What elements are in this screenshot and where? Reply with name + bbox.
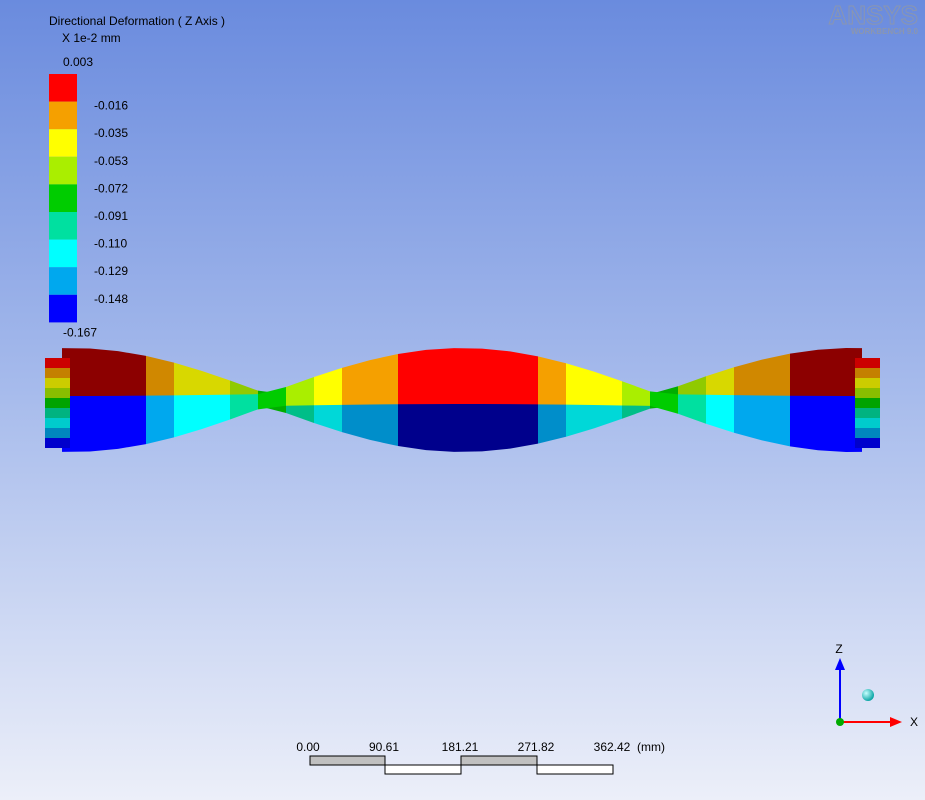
band-segment — [790, 395, 818, 451]
legend-swatch — [49, 184, 77, 212]
legend-swatch — [49, 267, 77, 295]
band-segment — [482, 348, 510, 405]
scale-bar — [309, 755, 614, 775]
band-segment — [174, 395, 202, 438]
band-segment — [818, 395, 846, 452]
band-end — [855, 398, 880, 408]
band-segment — [818, 348, 846, 405]
legend-label: -0.072 — [94, 181, 128, 195]
band-segment — [762, 353, 790, 405]
legend-swatch — [49, 294, 77, 323]
axis-x: X — [910, 715, 918, 729]
band-end — [855, 378, 880, 388]
band-segment — [202, 394, 230, 429]
band-end — [45, 418, 70, 428]
result-units: X 1e-2 mm — [62, 31, 121, 45]
scale-unit: (mm) — [637, 740, 665, 754]
band-end — [855, 388, 880, 398]
band-end — [45, 358, 70, 368]
band-end — [855, 438, 880, 448]
logo-version: WORKBENCH 9.0 — [851, 27, 919, 36]
band-segment — [398, 349, 426, 405]
band-segment — [622, 381, 650, 406]
band-end — [45, 428, 70, 438]
band-segment — [426, 395, 454, 452]
band-segment — [594, 371, 622, 406]
band-end — [45, 438, 70, 448]
band-segment — [90, 348, 118, 405]
band-segment — [706, 394, 734, 433]
legend-label: -0.129 — [94, 264, 128, 278]
scale-label: 362.42 — [594, 740, 631, 754]
band-end — [855, 358, 880, 368]
band-end — [855, 428, 880, 438]
scale-label: 271.82 — [518, 740, 555, 754]
band-segment — [174, 362, 202, 405]
band-segment — [510, 395, 538, 449]
legend-max: 0.003 — [63, 55, 93, 69]
band-segment — [650, 391, 678, 414]
legend-label: -0.016 — [94, 99, 128, 113]
band-end — [855, 408, 880, 418]
band-segment — [146, 395, 174, 445]
band-segment — [342, 360, 370, 405]
band-segment — [146, 355, 174, 405]
band-segment — [790, 349, 818, 405]
band-segment — [230, 394, 258, 420]
legend-swatch — [49, 129, 77, 157]
legend: 0.003 -0.016 -0.035 -0.053 -0.072 -0.091 -0.11… — [49, 55, 128, 339]
band-segment — [370, 353, 398, 405]
triad: Z X — [835, 642, 918, 729]
logo: ANSYS — [828, 0, 918, 30]
band-segment — [538, 395, 566, 444]
band-segment — [342, 395, 370, 440]
legend-swatch — [49, 101, 77, 130]
band-segment — [398, 395, 426, 451]
band-segment — [426, 348, 454, 405]
legend-swatch — [49, 239, 77, 268]
band-segment — [454, 395, 482, 452]
legend-label: -0.091 — [94, 209, 128, 223]
band-end — [45, 378, 70, 388]
band-segment — [370, 395, 398, 447]
band-end — [855, 368, 880, 378]
band-segment — [678, 394, 706, 424]
band-segment — [90, 395, 118, 452]
band-segment — [510, 351, 538, 405]
model — [45, 348, 880, 452]
legend-swatch — [49, 212, 77, 240]
band-segment — [734, 359, 762, 405]
band-end — [45, 398, 70, 408]
band-segment — [482, 395, 510, 452]
band-segment — [258, 386, 286, 410]
legend-label: -0.053 — [94, 154, 128, 168]
scale-label: 0.00 — [296, 740, 320, 754]
legend-label: -0.035 — [94, 126, 128, 140]
band-segment — [538, 356, 566, 405]
band-end — [45, 368, 70, 378]
band-segment — [314, 367, 342, 406]
band-segment — [762, 395, 790, 447]
legend-swatch — [49, 74, 77, 102]
band-segment — [454, 348, 482, 405]
result-title: Directional Deformation ( Z Axis ) — [49, 14, 225, 28]
legend-label: -0.110 — [94, 237, 127, 251]
legend-label: -0.148 — [94, 292, 128, 306]
band-end — [45, 388, 70, 398]
scale-label: 181.21 — [442, 740, 479, 754]
band-segment — [566, 363, 594, 406]
legend-min: -0.167 — [63, 325, 97, 339]
legend-swatch — [49, 156, 77, 185]
band-segment — [734, 395, 762, 441]
band-end — [45, 408, 70, 418]
band-segment — [286, 376, 314, 406]
scale-label: 90.61 — [369, 740, 399, 754]
scale-labels: 0.00 90.61 181.21 271.82 362.42 (mm) — [296, 740, 665, 754]
band-segment — [118, 351, 146, 405]
band-segment — [118, 395, 146, 449]
band-end — [855, 418, 880, 428]
band-segment — [566, 394, 594, 437]
axis-z: Z — [835, 642, 842, 656]
